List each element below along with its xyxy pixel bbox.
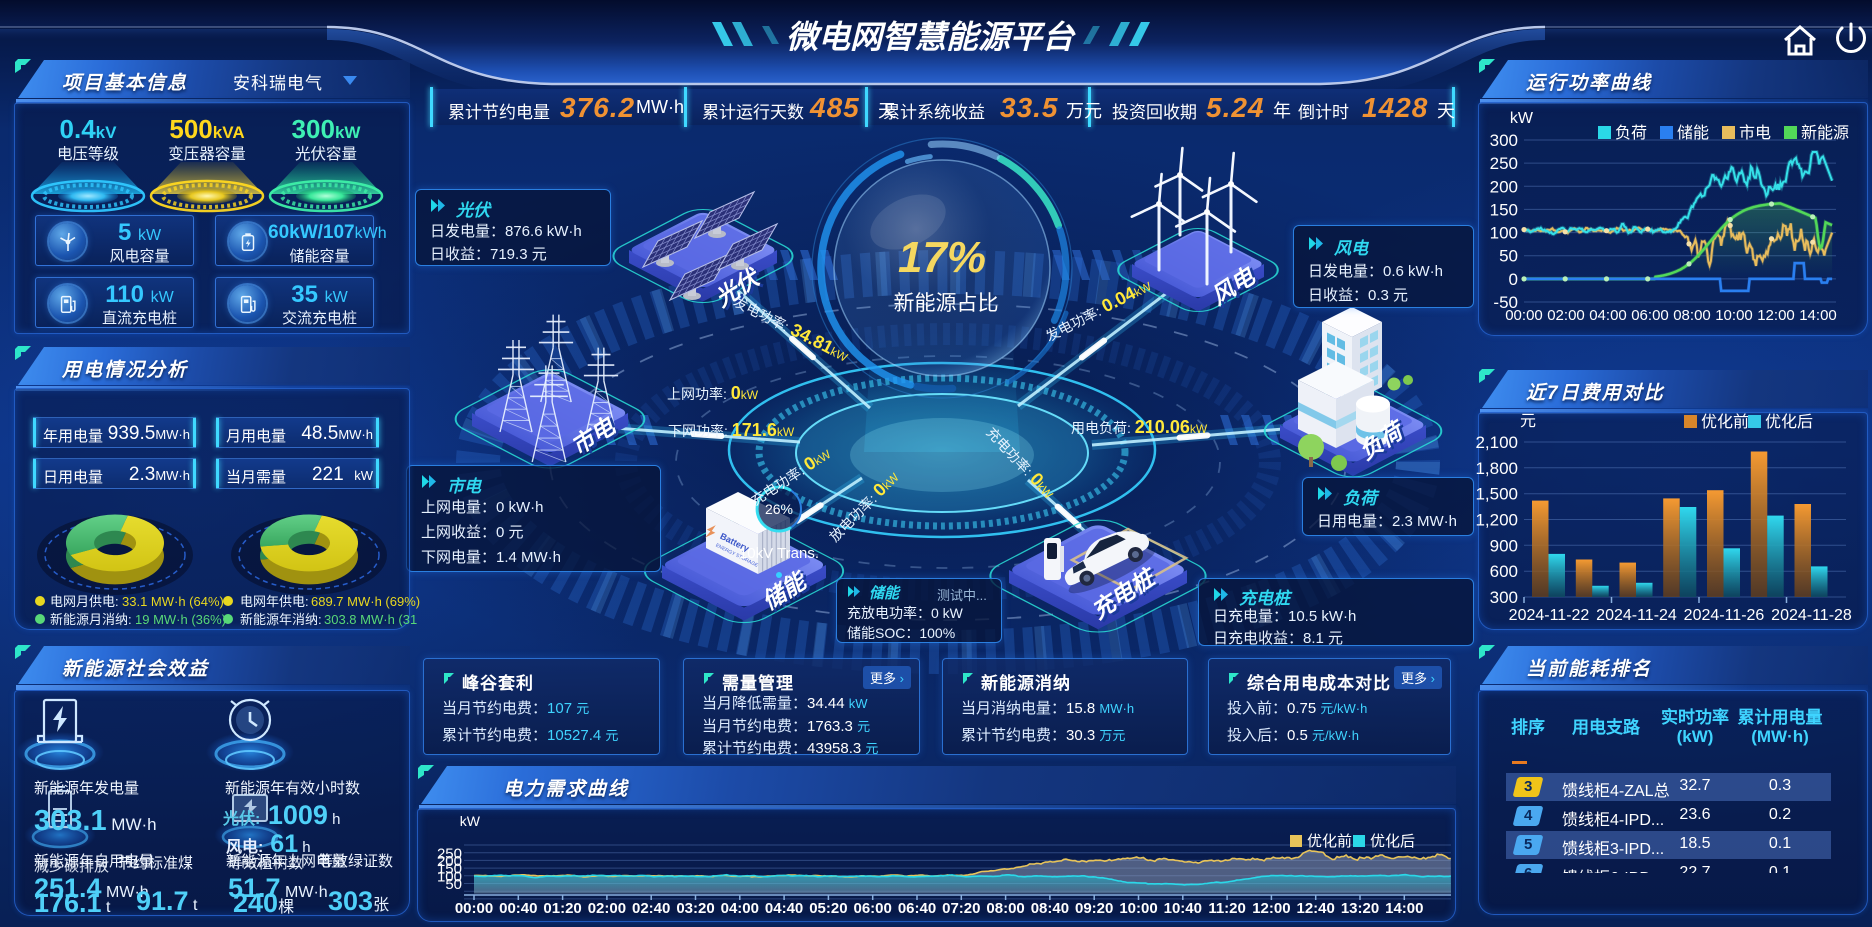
svg-text:01:20: 01:20 — [543, 900, 581, 917]
svg-text:03:20: 03:20 — [676, 900, 714, 917]
svg-text:优化后: 优化后 — [1370, 833, 1415, 850]
svg-text:元: 元 — [1520, 413, 1536, 430]
svg-text:新能源年有效小时数: 新能源年有效小时数 — [225, 780, 360, 797]
svg-text:200: 200 — [437, 853, 462, 870]
svg-text:14:00: 14:00 — [1385, 900, 1423, 917]
svg-text:200: 200 — [1490, 177, 1518, 196]
svg-text:12:00: 12:00 — [1252, 900, 1290, 917]
svg-text:300: 300 — [1490, 588, 1518, 607]
svg-text:新能源年消纳:: 新能源年消纳: — [240, 612, 322, 627]
svg-text:电压等级: 电压等级 — [57, 145, 119, 163]
svg-text:900: 900 — [1490, 536, 1518, 555]
svg-text:19 MW·h (36%): 19 MW·h (36%) — [135, 612, 226, 627]
svg-text:微电网智慧能源平台: 微电网智慧能源平台 — [786, 19, 1076, 55]
svg-text:250: 250 — [437, 845, 462, 862]
svg-text:2024-11-24: 2024-11-24 — [1596, 607, 1677, 624]
svg-text:0: 0 — [1509, 270, 1518, 289]
svg-text:10:40: 10:40 — [1164, 900, 1202, 917]
svg-text:04:00: 04:00 — [1589, 307, 1627, 324]
svg-text:08:00: 08:00 — [986, 900, 1024, 917]
svg-text:-50: -50 — [1493, 293, 1518, 312]
svg-text:12:00: 12:00 — [1757, 307, 1795, 324]
svg-text:300: 300 — [1490, 131, 1518, 150]
svg-text:17%: 17% — [898, 233, 986, 282]
svg-text:光伏容量: 光伏容量 — [295, 145, 357, 163]
svg-text:风电: 61 h: 风电: 61 h — [226, 830, 311, 858]
svg-text:06:00: 06:00 — [854, 900, 892, 917]
svg-text:12:40: 12:40 — [1297, 900, 1335, 917]
svg-text:10kV Trans.: 10kV Trans. — [739, 545, 819, 562]
svg-text:50: 50 — [445, 876, 462, 893]
svg-text:04:40: 04:40 — [765, 900, 803, 917]
svg-text:300kW: 300kW — [292, 114, 362, 144]
svg-text:1,800: 1,800 — [1475, 459, 1518, 478]
svg-text:08:00: 08:00 — [1673, 307, 1711, 324]
svg-text:250: 250 — [1490, 154, 1518, 173]
svg-text:变压器容量: 变压器容量 — [168, 145, 246, 163]
svg-text:11:20: 11:20 — [1208, 900, 1246, 917]
svg-text:06:00: 06:00 — [1631, 307, 1669, 324]
svg-text:07:20: 07:20 — [942, 900, 980, 917]
svg-text:新能源年发电量: 新能源年发电量 — [34, 780, 139, 797]
svg-text:33.1 MW·h (64%): 33.1 MW·h (64%) — [122, 594, 224, 609]
svg-text:10:00: 10:00 — [1119, 900, 1157, 917]
svg-text:150: 150 — [1490, 200, 1518, 219]
svg-text:2,100: 2,100 — [1475, 433, 1518, 452]
svg-text:600: 600 — [1490, 562, 1518, 581]
svg-text:176.1 t: 176.1 t — [34, 888, 111, 918]
svg-text:05:20: 05:20 — [809, 900, 847, 917]
svg-text:新能源占比: 新能源占比 — [894, 292, 999, 315]
svg-text:14:00: 14:00 — [1799, 307, 1837, 324]
svg-text:00:00: 00:00 — [1505, 307, 1543, 324]
svg-text:91.7 t: 91.7 t — [136, 886, 198, 916]
svg-text:新能源年自用电量: 新能源年自用电量 — [34, 853, 154, 870]
svg-text:2024-11-28: 2024-11-28 — [1771, 607, 1852, 624]
svg-text:26%: 26% — [765, 501, 793, 517]
svg-text:新能源年上网电量: 新能源年上网电量 — [226, 853, 346, 870]
svg-text:303.8 MW·h (31: 303.8 MW·h (31 — [324, 612, 417, 627]
svg-text:04:00: 04:00 — [721, 900, 759, 917]
svg-text:等效绿证数: 等效绿证数 — [318, 852, 393, 870]
svg-text:2024-11-26: 2024-11-26 — [1684, 607, 1765, 624]
svg-text:02:40: 02:40 — [632, 900, 670, 917]
svg-text:303.1 MW·h: 303.1 MW·h — [34, 805, 157, 837]
svg-text:新能源月消纳:: 新能源月消纳: — [50, 612, 132, 627]
svg-text:06:40: 06:40 — [898, 900, 936, 917]
svg-text:优化前: 优化前 — [1701, 413, 1749, 431]
svg-text:电网年供电:: 电网年供电: — [240, 594, 309, 609]
svg-text:02:00: 02:00 — [1547, 307, 1585, 324]
svg-text:1,200: 1,200 — [1475, 511, 1518, 530]
svg-text:303张: 303张 — [328, 886, 389, 916]
svg-text:02:00: 02:00 — [588, 900, 626, 917]
svg-text:优化前: 优化前 — [1307, 833, 1352, 850]
svg-text:kW: kW — [1510, 110, 1534, 127]
svg-text:500kVA: 500kVA — [169, 114, 244, 144]
svg-text:减少碳排放: 减少碳排放 — [34, 858, 109, 875]
svg-text:100: 100 — [437, 868, 462, 885]
svg-text:负荷: 负荷 — [1615, 124, 1647, 142]
svg-text:市电: 市电 — [1739, 124, 1771, 142]
svg-text:00:40: 00:40 — [499, 900, 537, 917]
svg-text:09:20: 09:20 — [1075, 900, 1113, 917]
svg-text:0.4kV: 0.4kV — [60, 114, 118, 144]
svg-text:新能源: 新能源 — [1801, 124, 1849, 142]
svg-text:1,500: 1,500 — [1475, 485, 1518, 504]
svg-text:节约标准煤: 节约标准煤 — [118, 855, 193, 872]
svg-text:150: 150 — [437, 861, 462, 878]
svg-text:等效植树数: 等效植树数 — [228, 854, 303, 872]
svg-text:优化后: 优化后 — [1765, 413, 1813, 431]
svg-text:50: 50 — [1499, 247, 1518, 266]
svg-text:13:20: 13:20 — [1341, 900, 1379, 917]
svg-text:08:40: 08:40 — [1031, 900, 1069, 917]
svg-text:2024-11-22: 2024-11-22 — [1509, 607, 1590, 624]
svg-text:00:00: 00:00 — [455, 900, 493, 917]
svg-text:10:00: 10:00 — [1715, 307, 1753, 324]
svg-text:电网月供电:: 电网月供电: — [50, 594, 119, 609]
svg-text:689.7 MW·h (69%): 689.7 MW·h (69%) — [311, 594, 420, 609]
svg-text:kW: kW — [460, 813, 481, 829]
svg-text:100: 100 — [1490, 224, 1518, 243]
svg-text:储能: 储能 — [1677, 124, 1709, 142]
